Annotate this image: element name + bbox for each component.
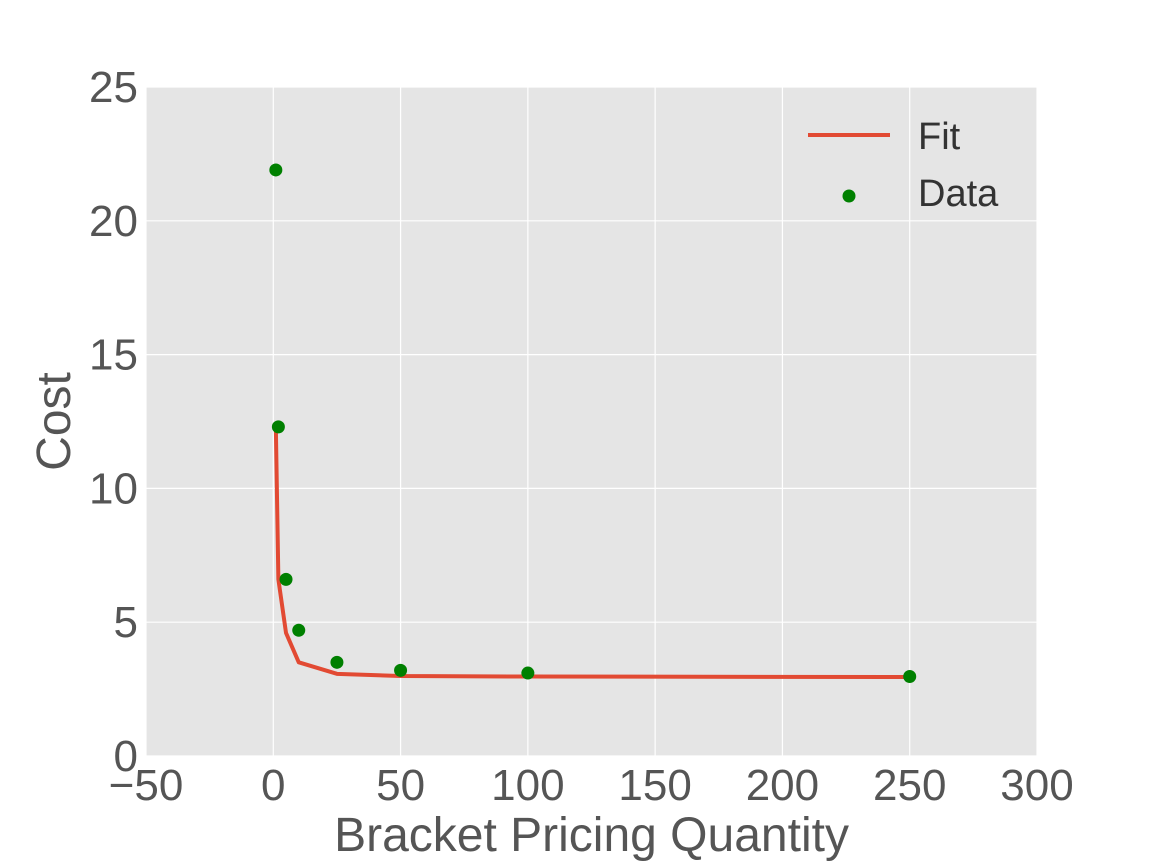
legend-data-label: Data [918, 173, 999, 215]
fit-series [273, 426, 910, 680]
data-point [271, 420, 285, 434]
x-tick-label: 50 [376, 761, 425, 810]
grid-lines [145, 86, 1038, 757]
y-axis-title: Cost [28, 372, 81, 471]
data-point [292, 623, 306, 637]
y-tick-label: 0 [114, 732, 138, 781]
data-point [394, 663, 408, 677]
x-tick-labels: −50 0 50 100 150 200 250 300 [109, 761, 1074, 810]
legend-data-swatch [842, 189, 856, 203]
data-point [279, 572, 293, 586]
x-tick-label: 300 [1000, 761, 1073, 810]
y-tick-labels: 0 5 10 15 20 25 [89, 63, 138, 781]
data-point [269, 163, 283, 177]
fit-line [273, 426, 910, 680]
plot-area [146, 87, 1037, 756]
data-point [330, 655, 344, 669]
data-point [521, 666, 535, 680]
x-tick-label: 100 [491, 761, 564, 810]
y-tick-label: 10 [89, 464, 138, 513]
data-series [269, 163, 917, 684]
x-tick-label: 0 [261, 761, 285, 810]
x-tick-label: −50 [109, 761, 184, 810]
x-axis-title: Bracket Pricing Quantity [334, 809, 849, 862]
x-tick-label: 250 [873, 761, 946, 810]
y-tick-label: 15 [89, 331, 138, 380]
legend-fit-label: Fit [918, 116, 961, 158]
y-tick-label: 20 [89, 197, 138, 246]
y-tick-label: 5 [114, 598, 138, 647]
x-tick-label: 200 [746, 761, 819, 810]
legend: Fit Data [808, 116, 999, 215]
data-point [903, 670, 917, 684]
x-tick-label: 150 [618, 761, 691, 810]
y-tick-label: 25 [89, 63, 138, 112]
